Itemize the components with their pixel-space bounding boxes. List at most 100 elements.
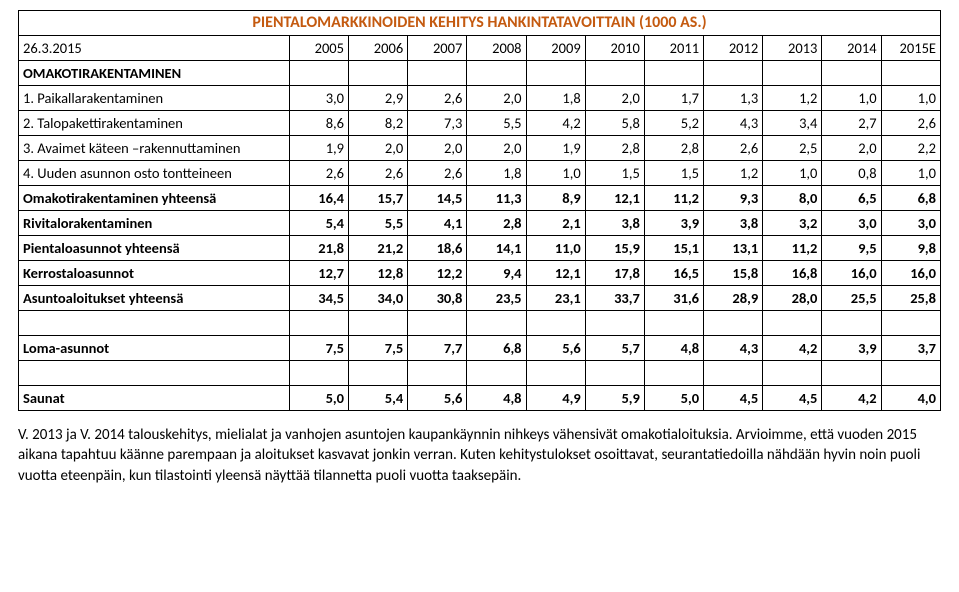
cell: 16,0 [822, 261, 881, 286]
spacer-row [19, 311, 941, 336]
cell: 9,3 [704, 186, 763, 211]
cell: 8,6 [289, 111, 348, 136]
year-col: 2007 [408, 36, 467, 61]
row-label: Loma-asunnot [19, 336, 290, 361]
cell: 11,2 [644, 186, 703, 211]
cell: 9,5 [822, 236, 881, 261]
cell: 1,7 [644, 86, 703, 111]
cell: 12,8 [349, 261, 408, 286]
cell: 1,8 [467, 161, 526, 186]
cell: 4,0 [881, 386, 940, 411]
cell: 6,8 [881, 186, 940, 211]
cell: 5,0 [289, 386, 348, 411]
cell: 2,8 [585, 136, 644, 161]
row-label: Omakotirakentaminen yhteensä [19, 186, 290, 211]
cell: 4,3 [704, 111, 763, 136]
cell: 1,0 [526, 161, 585, 186]
year-col: 2006 [349, 36, 408, 61]
table-row: Saunat 5,0 5,4 5,6 4,8 4,9 5,9 5,0 4,5 4… [19, 386, 941, 411]
cell: 1,9 [526, 136, 585, 161]
cell: 5,5 [349, 211, 408, 236]
cell: 1,2 [763, 86, 822, 111]
cell: 9,8 [881, 236, 940, 261]
cell: 5,4 [289, 211, 348, 236]
cell: 6,5 [822, 186, 881, 211]
cell: 4,1 [408, 211, 467, 236]
table-row: 1. Paikallarakentaminen 3,0 2,9 2,6 2,0 … [19, 86, 941, 111]
cell: 4,2 [763, 336, 822, 361]
date-cell: 26.3.2015 [19, 36, 290, 61]
cell: 3,0 [881, 211, 940, 236]
cell: 11,0 [526, 236, 585, 261]
year-col: 2010 [585, 36, 644, 61]
cell: 2,6 [408, 86, 467, 111]
cell: 5,9 [585, 386, 644, 411]
cell: 13,1 [704, 236, 763, 261]
cell: 2,0 [467, 86, 526, 111]
cell: 1,2 [704, 161, 763, 186]
footnote-text: V. 2013 ja V. 2014 talouskehitys, mielia… [18, 425, 941, 486]
row-label: 4. Uuden asunnon osto tontteineen [19, 161, 290, 186]
cell: 4,3 [704, 336, 763, 361]
row-label: Asuntoaloitukset yhteensä [19, 286, 290, 311]
year-col: 2014 [822, 36, 881, 61]
data-table: PIENTALOMARKKINOIDEN KEHITYS HANKINTATAV… [18, 10, 941, 411]
row-label: 2. Talopakettirakentaminen [19, 111, 290, 136]
table-row: 3. Avaimet käteen –rakennuttaminen 1,9 2… [19, 136, 941, 161]
year-col: 2008 [467, 36, 526, 61]
cell: 3,8 [585, 211, 644, 236]
cell: 31,6 [644, 286, 703, 311]
row-label: 1. Paikallarakentaminen [19, 86, 290, 111]
cell: 28,0 [763, 286, 822, 311]
cell: 0,8 [822, 161, 881, 186]
row-label: Pientaloasunnot yhteensä [19, 236, 290, 261]
year-row: 26.3.2015 2005 2006 2007 2008 2009 2010 … [19, 36, 941, 61]
cell: 3,4 [763, 111, 822, 136]
section-head-row: OMAKOTIRAKENTAMINEN [19, 61, 941, 86]
title-row: PIENTALOMARKKINOIDEN KEHITYS HANKINTATAV… [19, 11, 941, 36]
cell: 25,5 [822, 286, 881, 311]
cell: 3,8 [704, 211, 763, 236]
row-label: Kerrostaloasunnot [19, 261, 290, 286]
cell: 1,3 [704, 86, 763, 111]
cell: 2,6 [408, 161, 467, 186]
cell: 3,9 [822, 336, 881, 361]
cell: 7,3 [408, 111, 467, 136]
cell: 5,6 [526, 336, 585, 361]
cell: 11,3 [467, 186, 526, 211]
cell: 5,0 [644, 386, 703, 411]
cell: 16,5 [644, 261, 703, 286]
cell: 25,8 [881, 286, 940, 311]
table-row: 4. Uuden asunnon osto tontteineen 2,6 2,… [19, 161, 941, 186]
cell: 1,5 [585, 161, 644, 186]
cell: 1,8 [526, 86, 585, 111]
cell: 2,2 [881, 136, 940, 161]
cell: 12,2 [408, 261, 467, 286]
cell: 15,7 [349, 186, 408, 211]
cell: 2,8 [467, 211, 526, 236]
cell: 4,5 [704, 386, 763, 411]
cell: 5,8 [585, 111, 644, 136]
cell: 11,2 [763, 236, 822, 261]
cell: 2,8 [644, 136, 703, 161]
cell: 5,7 [585, 336, 644, 361]
cell: 3,7 [881, 336, 940, 361]
cell: 7,5 [349, 336, 408, 361]
cell: 30,8 [408, 286, 467, 311]
cell: 5,5 [467, 111, 526, 136]
cell: 8,0 [763, 186, 822, 211]
cell: 2,0 [349, 136, 408, 161]
cell: 1,0 [881, 161, 940, 186]
cell: 8,2 [349, 111, 408, 136]
section-head: OMAKOTIRAKENTAMINEN [19, 61, 290, 86]
cell: 4,2 [822, 386, 881, 411]
cell: 15,1 [644, 236, 703, 261]
cell: 16,4 [289, 186, 348, 211]
year-col: 2009 [526, 36, 585, 61]
cell: 12,1 [585, 186, 644, 211]
cell: 4,2 [526, 111, 585, 136]
table-row: Loma-asunnot 7,5 7,5 7,7 6,8 5,6 5,7 4,8… [19, 336, 941, 361]
cell: 15,8 [704, 261, 763, 286]
year-col: 2015E [881, 36, 940, 61]
cell: 3,9 [644, 211, 703, 236]
